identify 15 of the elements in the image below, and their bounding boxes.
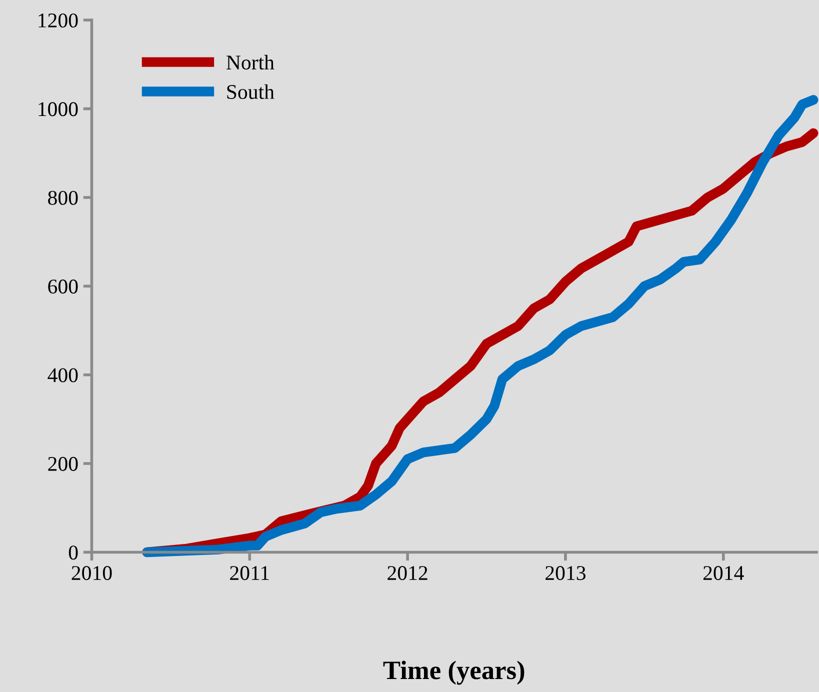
x-tick-label: 2014: [703, 566, 744, 580]
x-tick-label: 2011: [230, 566, 269, 580]
y-tick-label: 0: [68, 546, 78, 560]
y-tick-label: 400: [48, 368, 78, 382]
y-tick-label: 1200: [38, 13, 78, 28]
legend-label: North: [226, 54, 274, 70]
y-tick-label: 200: [48, 456, 78, 471]
legend-label: South: [227, 84, 274, 100]
x-tick-label: 2013: [546, 566, 586, 580]
x-axis-title: Time (years): [383, 660, 524, 685]
x-tick-label: 2012: [388, 566, 428, 580]
y-tick-label: 1000: [38, 102, 78, 116]
y-tick-label: 600: [48, 280, 78, 294]
x-tick-label: 2010: [72, 566, 112, 580]
y-tick-label: 800: [48, 190, 78, 205]
